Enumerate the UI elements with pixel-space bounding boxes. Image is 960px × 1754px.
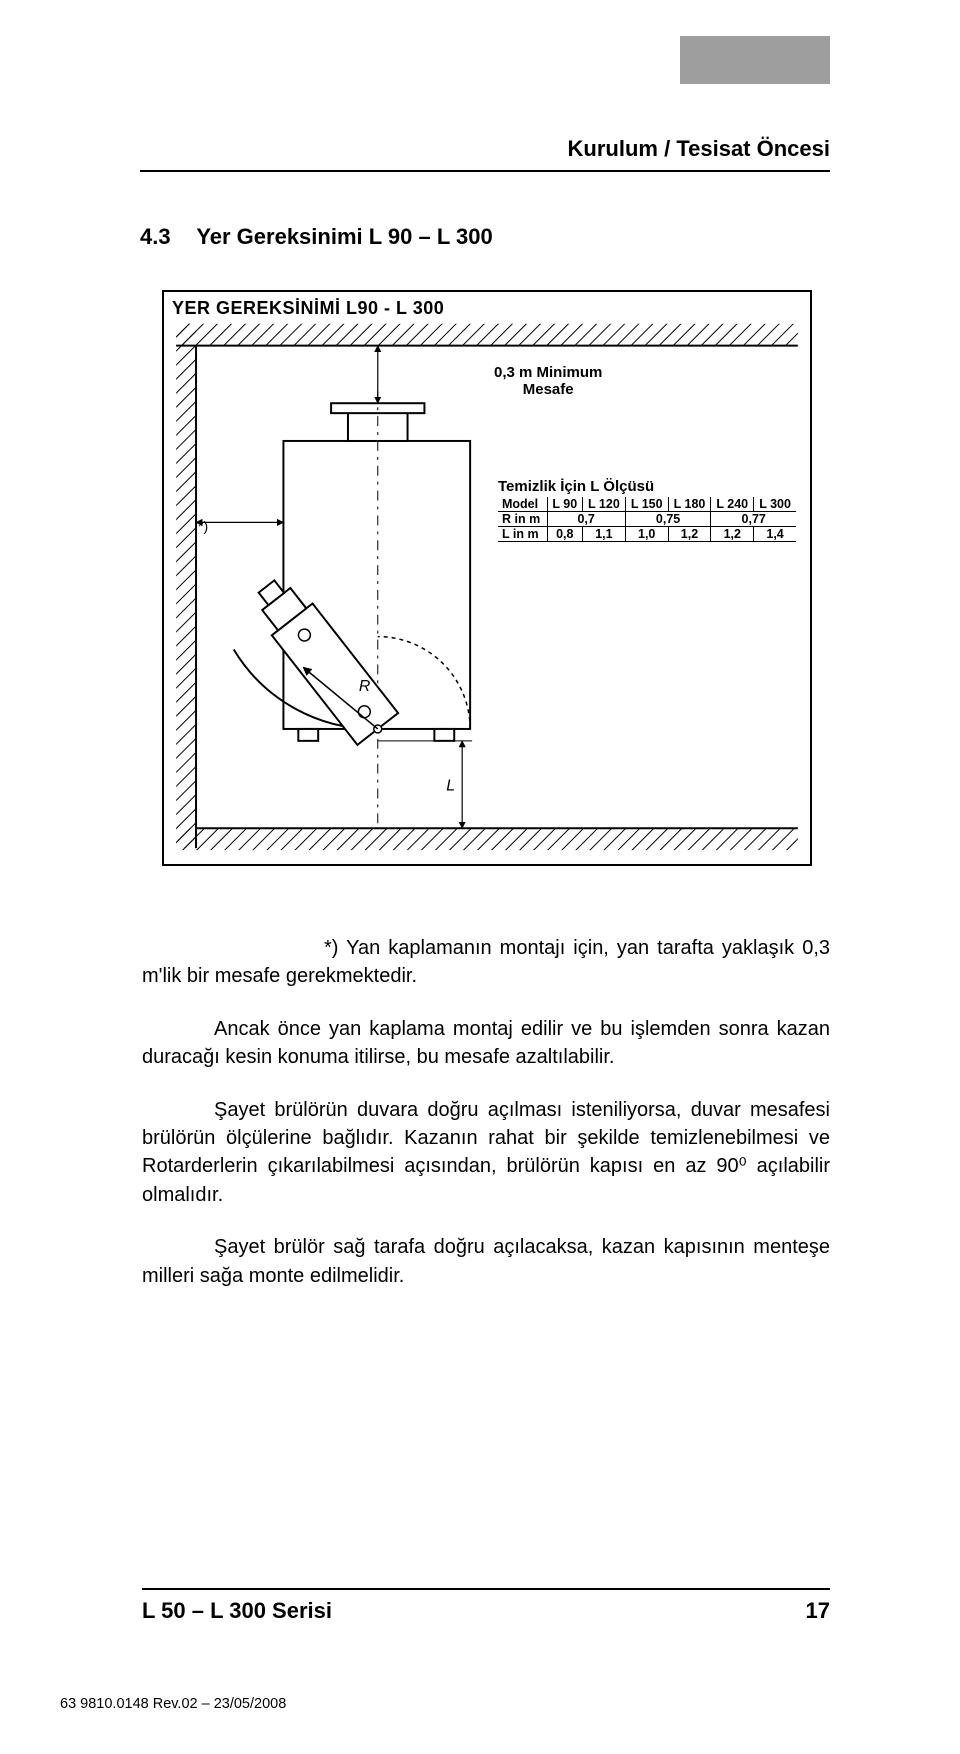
- footer-doc-code: 63 9810.0148 Rev.02 – 23/05/2008: [60, 1696, 286, 1712]
- spec-col-3: L 180: [668, 497, 711, 512]
- body-text: *) Yan kaplamanın montajı için, yan tara…: [142, 934, 830, 1290]
- footer-series-bar: L 50 – L 300 Serisi 17: [142, 1588, 830, 1624]
- spec-col-2: L 150: [625, 497, 668, 512]
- spec-model-label: Model: [498, 497, 547, 512]
- footer-series: L 50 – L 300 Serisi: [142, 1598, 332, 1624]
- spec-r-0: 0,7: [547, 512, 625, 527]
- section-number: 4.3: [140, 224, 171, 249]
- spec-l-2: 1,0: [625, 527, 668, 542]
- spec-l-0: 0,8: [547, 527, 582, 542]
- spec-col-1: L 120: [583, 497, 626, 512]
- min-distance-label: 0,3 m Minimum Mesafe: [494, 364, 602, 399]
- paragraph-4: Şayet brülör sağ tarafa doğru açılacaksa…: [142, 1233, 830, 1290]
- min-distance-line1: 0,3 m Minimum: [494, 364, 602, 381]
- spec-r-1: 0,75: [625, 512, 711, 527]
- spec-l-3: 1,2: [668, 527, 711, 542]
- spec-table-wrap: Temizlik İçin L Ölçüsü Model L 90 L 120 …: [498, 478, 796, 542]
- spec-l-5: 1,4: [754, 527, 796, 542]
- spec-l-label: L in m: [498, 527, 547, 542]
- min-distance-line2: Mesafe: [523, 381, 574, 398]
- spec-col-5: L 300: [754, 497, 796, 512]
- header-grey-block: [680, 36, 830, 84]
- diagram-marker: *): [198, 518, 208, 534]
- spec-caption: Temizlik İçin L Ölçüsü: [498, 478, 796, 495]
- header-rule: [140, 170, 830, 172]
- spec-r-2: 0,77: [711, 512, 796, 527]
- spec-r-label: R in m: [498, 512, 547, 527]
- spec-table: Model L 90 L 120 L 150 L 180 L 240 L 300…: [498, 497, 796, 542]
- page-header: Kurulum / Tesisat Öncesi: [140, 136, 830, 172]
- svg-text:L: L: [446, 778, 455, 795]
- spec-l-4: 1,2: [711, 527, 754, 542]
- paragraph-2: Ancak önce yan kaplama montaj edilir ve …: [142, 1015, 830, 1072]
- spec-col-0: L 90: [547, 497, 582, 512]
- section-heading: 4.3 Yer Gereksinimi L 90 – L 300: [140, 224, 493, 250]
- page-title: Kurulum / Tesisat Öncesi: [140, 136, 830, 162]
- spec-l-1: 1,1: [583, 527, 626, 542]
- space-requirement-diagram: YER GEREKSİNİMİ L90 - L 300: [162, 290, 812, 866]
- section-title: Yer Gereksinimi L 90 – L 300: [196, 224, 492, 249]
- paragraph-3: Şayet brülörün duvara doğru açılması ist…: [142, 1096, 830, 1210]
- paragraph-1: *) Yan kaplamanın montajı için, yan tara…: [142, 934, 830, 991]
- spec-col-4: L 240: [711, 497, 754, 512]
- diagram-svg: R L: [164, 292, 810, 864]
- svg-text:R: R: [359, 678, 370, 695]
- footer-page-num: 17: [806, 1598, 830, 1624]
